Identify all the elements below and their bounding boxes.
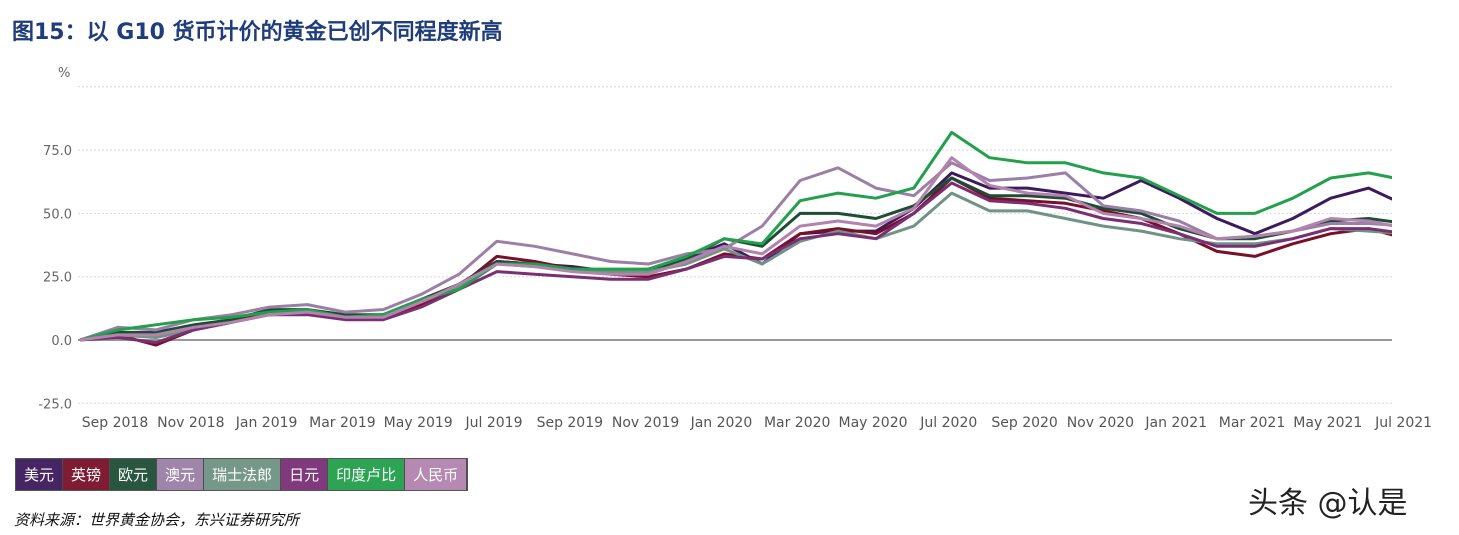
source-note: 资料来源：世界黄金协会，东兴证券研究所: [14, 511, 300, 529]
watermark: 头条 @认是: [1248, 486, 1408, 521]
x-tick-label: Nov 2019: [612, 415, 679, 431]
x-tick-label: May 2020: [838, 415, 907, 431]
legend: 美元 英镑 欧元 澳元 瑞士法郎 日元 印度卢比 人民币: [15, 458, 469, 491]
x-tick-label: Jan 2019: [235, 415, 298, 431]
legend-item: 美元: [16, 459, 64, 490]
y-tick-label: -25.0: [38, 397, 72, 412]
x-tick-label: Jan 2020: [690, 415, 753, 431]
series-line: [79, 130, 1392, 342]
legend-item: 欧元: [110, 459, 158, 490]
x-tick-label: Sep 2019: [537, 415, 603, 431]
x-tick-label: Nov 2018: [157, 415, 224, 431]
y-tick-label: 0.0: [51, 334, 72, 349]
chart-title: 图15：以 G10 货币计价的黄金已创不同程度新高: [12, 20, 503, 45]
x-tick-label: Mar 2021: [1219, 415, 1286, 431]
x-tick-label: Sep 2020: [991, 415, 1057, 431]
x-tick-label: May 2021: [1293, 415, 1362, 431]
x-tick-label: Sep 2018: [82, 415, 148, 431]
x-tick-label: May 2019: [384, 415, 453, 431]
series-line: [79, 191, 1392, 342]
y-tick-label: 50.0: [43, 207, 72, 222]
x-tick-label: Jul 2020: [919, 415, 977, 431]
legend-item: 印度卢比: [328, 459, 406, 490]
y-tick-label: 25.0: [43, 271, 72, 286]
y-tick-label: 75.0: [43, 144, 72, 159]
series-line: [79, 156, 1392, 342]
x-tick-label: Jan 2021: [1144, 415, 1207, 431]
series-line: [79, 161, 1392, 342]
legend-item: 英镑: [63, 459, 111, 490]
series-line: [79, 181, 1392, 344]
y-axis-label: %: [58, 66, 70, 81]
x-tick-label: Mar 2020: [764, 415, 831, 431]
x-tick-label: Nov 2020: [1067, 415, 1134, 431]
x-tick-label: Jul 2021: [1374, 415, 1432, 431]
legend-item: 人民币: [405, 459, 468, 490]
series-line: [79, 176, 1392, 347]
x-tick-label: Jul 2019: [465, 415, 523, 431]
x-tick-label: Mar 2019: [309, 415, 376, 431]
legend-item: 瑞士法郎: [204, 459, 282, 490]
legend-item: 日元: [281, 459, 329, 490]
legend-item: 澳元: [157, 459, 205, 490]
